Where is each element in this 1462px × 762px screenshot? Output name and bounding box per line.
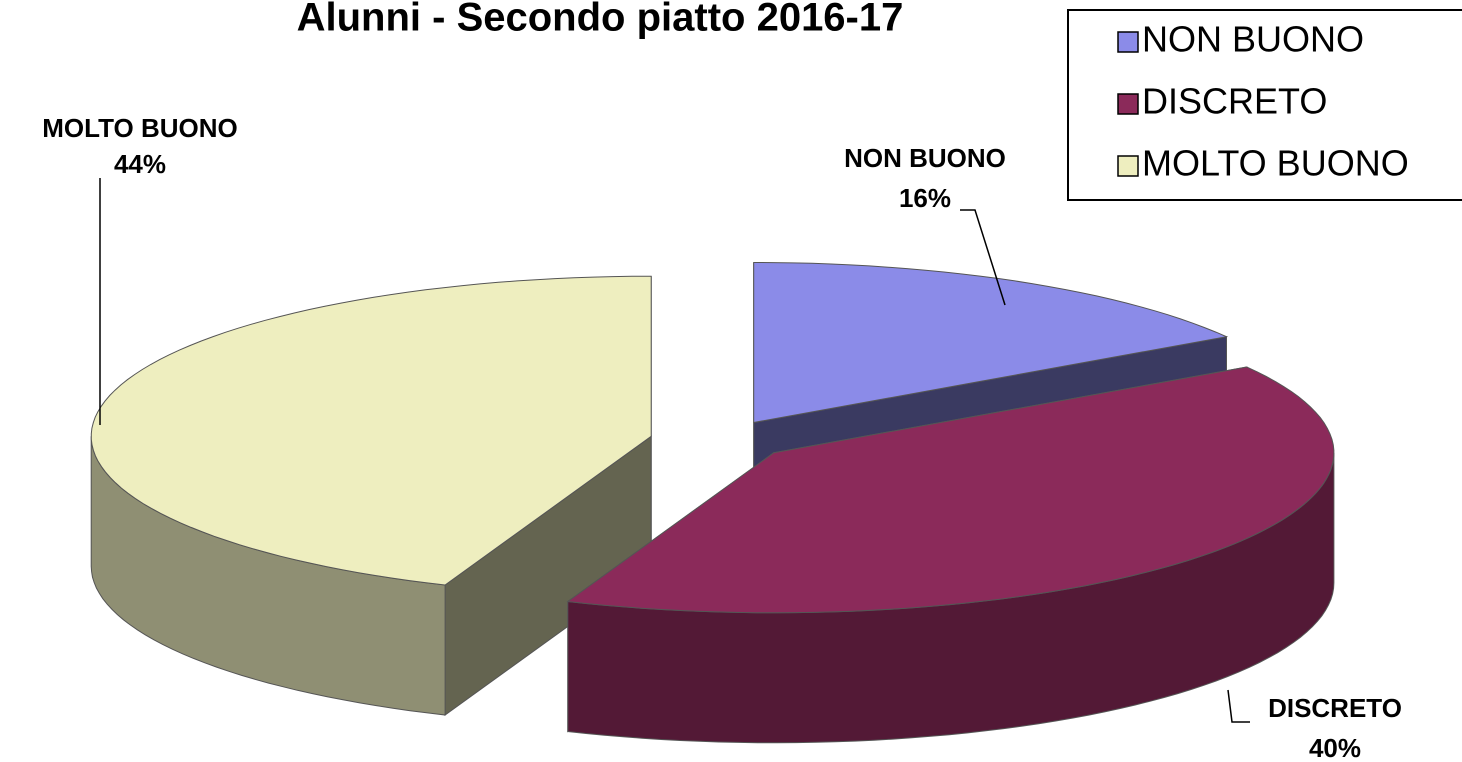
legend-swatch	[1117, 155, 1139, 177]
slice	[566, 366, 1335, 614]
legend-label: NON BUONO	[1142, 19, 1364, 60]
data-label-value: 40%	[1309, 733, 1361, 762]
leader-line	[1227, 689, 1250, 723]
leader-line	[960, 209, 1006, 306]
legend-label: MOLTO BUONO	[1142, 143, 1409, 184]
legend-swatch	[1117, 31, 1139, 53]
slice	[90, 275, 652, 586]
legend: NON BUONO DISCRETO MOLTO BUONO	[1117, 19, 1409, 184]
pie	[90, 261, 1335, 744]
legend-swatch	[1117, 93, 1139, 115]
slice	[753, 261, 1229, 424]
data-label-name: DISCRETO	[1268, 693, 1402, 723]
legend-label: DISCRETO	[1142, 81, 1327, 122]
data-labels: NON BUONO 16% DISCRETO 40% MOLTO BUONO 44%	[42, 113, 1402, 762]
data-label-name: MOLTO BUONO	[42, 113, 237, 143]
data-label-value: 16%	[899, 183, 951, 213]
chart-title: Alunni - Secondo piatto 2016-17	[297, 0, 904, 40]
data-label-name: NON BUONO	[844, 143, 1006, 173]
data-label-value: 44%	[114, 149, 166, 179]
